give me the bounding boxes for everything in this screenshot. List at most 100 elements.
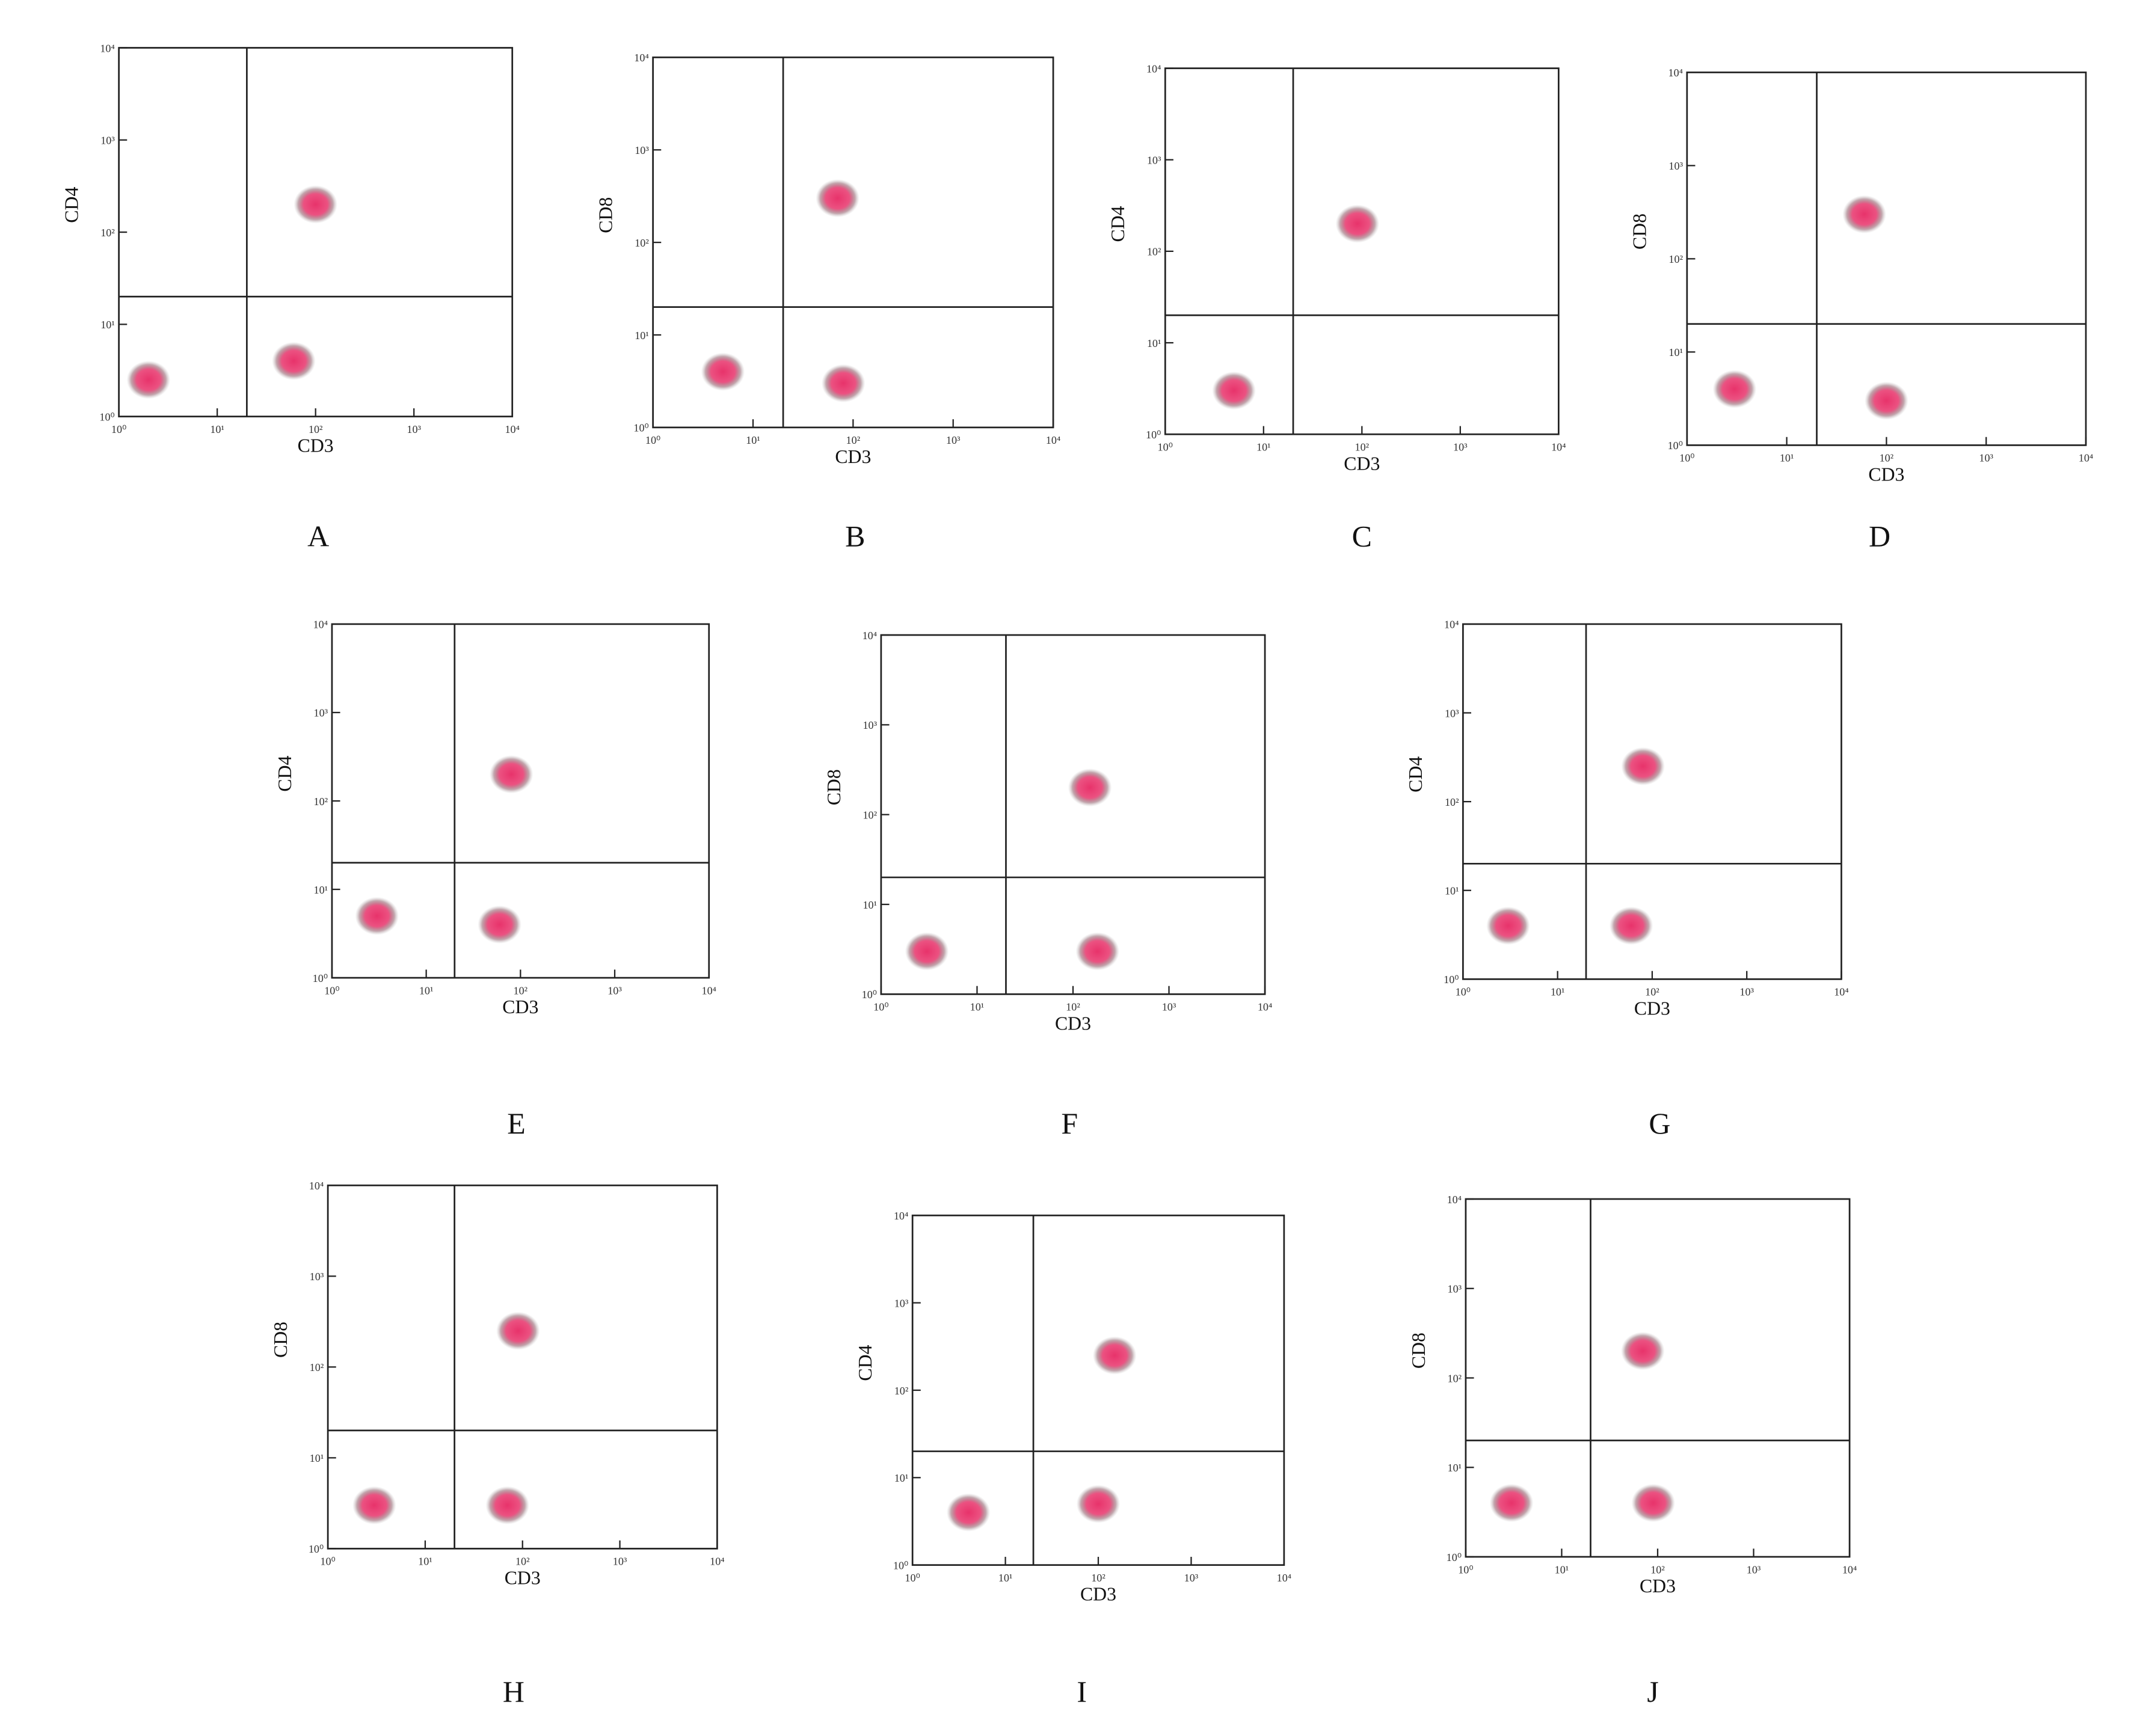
- cell-population: [1486, 906, 1530, 945]
- x-axis-label: CD3: [1344, 453, 1380, 474]
- y-tick-label: 10⁰: [313, 972, 328, 984]
- y-axis-label: CD4: [855, 1345, 876, 1381]
- y-tick-label: 10³: [1448, 1283, 1462, 1295]
- y-axis-label: CD8: [270, 1322, 291, 1358]
- flow-plot: 10⁰ 10¹ 10² 10³ 10⁴ 10⁰ 10¹ 10² 10³ 10⁴ CD3 CD4 G: [1405, 619, 1848, 1140]
- cell-population: [485, 1486, 530, 1525]
- y-tick-label: 10²: [863, 809, 877, 821]
- y-tick-label: 10³: [1668, 160, 1683, 172]
- x-tick-label: 10³: [1739, 986, 1754, 998]
- x-tick-label: 10⁰: [905, 1572, 920, 1584]
- x-tick-label: 10⁴: [701, 984, 716, 996]
- y-tick-label: 10⁰: [309, 1543, 324, 1555]
- y-tick-label: 10²: [100, 227, 115, 239]
- x-tick-label: 10¹: [746, 434, 760, 446]
- x-tick-label: 10¹: [1555, 1563, 1569, 1575]
- panel-label: B: [845, 519, 865, 553]
- y-tick-label: 10⁰: [1447, 1551, 1462, 1563]
- cell-population: [272, 342, 316, 381]
- y-tick-label: 10⁰: [1146, 429, 1161, 441]
- x-tick-label: 10²: [1645, 986, 1659, 998]
- y-tick-label: 10²: [1445, 796, 1459, 808]
- x-tick-label: 10⁰: [645, 434, 660, 446]
- y-tick-label: 10⁰: [862, 989, 877, 1001]
- x-tick-label: 10³: [1979, 452, 1993, 464]
- x-tick-label: 10²: [1880, 452, 1894, 464]
- cell-population: [946, 1493, 991, 1532]
- x-tick-label: 10⁴: [1046, 434, 1061, 446]
- x-tick-label: 10²: [515, 1556, 530, 1568]
- cell-population: [1842, 195, 1886, 234]
- flow-plot: 10⁰ 10¹ 10² 10³ 10⁴ 10⁰ 10¹ 10² 10³ 10⁴ CD3 CD8 D: [1629, 67, 2094, 553]
- cell-population: [1092, 1336, 1137, 1375]
- x-tick-label: 10⁰: [1679, 452, 1694, 464]
- x-axis-label: CD3: [1080, 1584, 1116, 1605]
- flow-plot: 10⁰ 10¹ 10² 10³ 10⁴ 10⁰ 10¹ 10² 10³ 10⁴ CD3 CD8 B: [595, 52, 1061, 553]
- y-tick-label: 10¹: [1147, 337, 1161, 349]
- panel-label: H: [503, 1675, 524, 1708]
- y-tick-label: 10³: [894, 1297, 909, 1309]
- cell-population: [905, 932, 949, 971]
- x-tick-label: 10¹: [210, 423, 224, 435]
- y-axis-label: CD4: [1405, 756, 1426, 793]
- y-tick-label: 10⁴: [1146, 63, 1161, 75]
- x-tick-label: 10¹: [1256, 441, 1271, 453]
- y-tick-label: 10¹: [1448, 1462, 1462, 1474]
- flow-plot: 10⁰ 10¹ 10² 10³ 10⁴ 10⁰ 10¹ 10² 10³ 10⁴ CD3 CD4 E: [274, 619, 716, 1140]
- x-axis-label: CD3: [1634, 998, 1670, 1019]
- cell-population: [355, 897, 399, 936]
- cell-population: [126, 360, 171, 399]
- y-tick-label: 10¹: [1668, 346, 1683, 358]
- y-tick-label: 10³: [1147, 155, 1161, 167]
- cell-population: [1712, 370, 1757, 408]
- cell-population: [1075, 932, 1120, 971]
- y-tick-label: 10³: [100, 135, 115, 147]
- y-tick-label: 10³: [310, 1271, 324, 1283]
- x-tick-label: 10⁴: [1842, 1563, 1857, 1575]
- x-tick-label: 10⁰: [1458, 1563, 1473, 1575]
- panel-label: G: [1649, 1106, 1670, 1140]
- y-tick-label: 10⁰: [1668, 440, 1683, 452]
- y-tick-label: 10¹: [635, 330, 649, 342]
- y-tick-label: 10¹: [1445, 885, 1459, 897]
- y-tick-label: 10⁴: [313, 619, 328, 631]
- x-tick-label: 10⁰: [324, 984, 339, 996]
- y-tick-label: 10²: [1147, 246, 1161, 258]
- y-tick-label: 10³: [1445, 707, 1459, 719]
- cell-population: [1620, 1331, 1665, 1370]
- x-tick-label: 10⁰: [1158, 441, 1173, 453]
- x-tick-label: 10⁴: [1258, 1001, 1273, 1013]
- x-tick-label: 10⁰: [1456, 986, 1471, 998]
- cell-population: [1865, 381, 1908, 420]
- y-tick-label: 10⁴: [1447, 1194, 1462, 1206]
- x-axis-label: CD3: [505, 1567, 541, 1588]
- y-tick-label: 10²: [314, 796, 328, 808]
- x-tick-label: 10⁰: [111, 423, 126, 435]
- y-tick-label: 10²: [894, 1385, 909, 1397]
- x-tick-label: 10³: [1747, 1563, 1761, 1575]
- cell-population: [1621, 747, 1665, 786]
- flow-plot: 10⁰ 10¹ 10² 10³ 10⁴ 10⁰ 10¹ 10² 10³ 10⁴ CD3 CD8 H: [270, 1180, 725, 1708]
- x-axis-label: CD3: [298, 435, 334, 456]
- y-tick-label: 10⁰: [893, 1559, 908, 1571]
- x-tick-label: 10²: [1066, 1001, 1080, 1013]
- panel-label: E: [507, 1106, 526, 1140]
- cell-population: [1609, 906, 1653, 945]
- x-axis-label: CD3: [1055, 1013, 1091, 1034]
- y-tick-label: 10³: [314, 707, 328, 719]
- x-tick-label: 10⁰: [320, 1556, 335, 1568]
- x-tick-label: 10⁴: [1277, 1572, 1292, 1584]
- cell-population: [701, 352, 745, 391]
- x-axis-label: CD3: [1868, 464, 1904, 485]
- x-tick-label: 10⁴: [1834, 986, 1849, 998]
- x-tick-label: 10⁴: [2079, 452, 2094, 464]
- panel-label: C: [1352, 519, 1372, 553]
- y-tick-label: 10⁰: [633, 422, 648, 434]
- x-tick-label: 10¹: [419, 984, 434, 996]
- y-axis-label: CD4: [1107, 206, 1128, 242]
- y-tick-label: 10¹: [314, 884, 328, 896]
- x-tick-label: 10³: [1184, 1572, 1199, 1584]
- x-tick-label: 10¹: [998, 1572, 1013, 1584]
